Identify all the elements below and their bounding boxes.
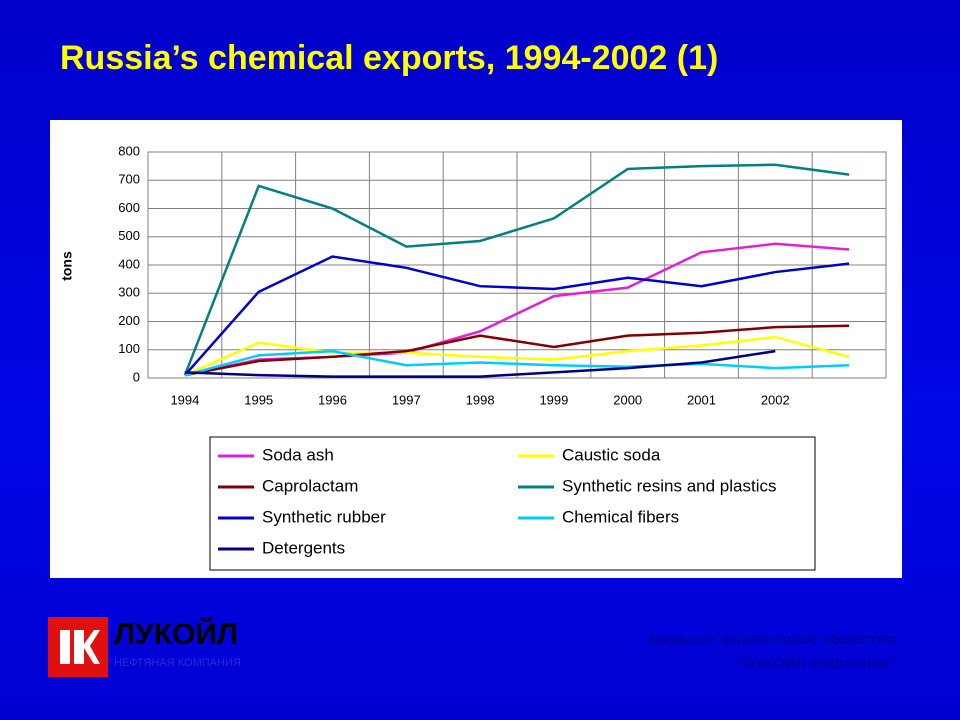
x-tick-label: 2001: [687, 392, 716, 407]
y-tick-label: 500: [118, 228, 140, 243]
series-line: [184, 335, 850, 377]
y-tick-label: 300: [118, 285, 140, 300]
series-line: [184, 349, 850, 377]
logo-glyph: [60, 630, 100, 664]
x-tick-label: 2002: [761, 392, 790, 407]
legend-label: Caustic soda: [562, 445, 661, 464]
x-tick-label: 1996: [318, 392, 347, 407]
x-tick-label: 1994: [170, 392, 199, 407]
y-tick-label: 800: [118, 143, 140, 158]
y-tick-label: 600: [118, 200, 140, 215]
y-tick-label: 100: [118, 341, 140, 356]
legend-label: Synthetic rubber: [262, 507, 386, 526]
y-axis-label: tons: [59, 251, 75, 281]
legend-label: Soda ash: [262, 445, 334, 464]
x-tick-label: 2000: [613, 392, 642, 407]
footer-line: “ЛУКОЙЛ-Нефтехим”: [737, 654, 895, 672]
logo-tagline: НЕФТЯНАЯ КОМПАНИЯ: [114, 657, 241, 669]
logo-name: ЛУКОЙЛ: [114, 617, 238, 651]
series-line: [184, 324, 850, 377]
legend-label: Chemical fibers: [562, 507, 679, 526]
x-tick-label: 1999: [539, 392, 568, 407]
series-line: [183, 255, 850, 377]
y-tick-label: 0: [133, 369, 140, 384]
legend-label: Caprolactam: [262, 476, 358, 495]
series-line: [183, 163, 850, 376]
y-tick-label: 700: [118, 172, 140, 187]
y-tick-label: 200: [118, 313, 140, 328]
y-tick-label: 400: [118, 256, 140, 271]
footer-line: Закрытое акционерное общество: [645, 631, 895, 648]
x-tick-label: 1997: [392, 392, 421, 407]
legend-label: Detergents: [262, 538, 345, 557]
series-line: [184, 349, 776, 378]
slide-title: Russia’s chemical exports, 1994-2002 (1): [60, 39, 718, 77]
x-tick-label: 1998: [466, 392, 495, 407]
legend: [209, 436, 816, 571]
legend-label: Synthetic resins and plastics: [562, 476, 777, 495]
x-tick-label: 1995: [244, 392, 273, 407]
